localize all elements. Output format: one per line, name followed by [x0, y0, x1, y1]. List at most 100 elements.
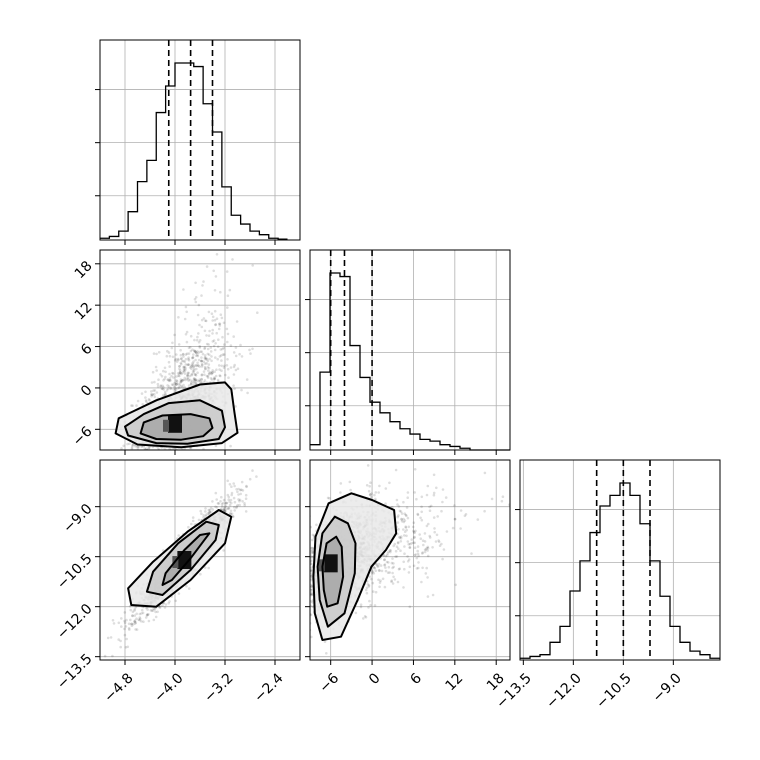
sample-point — [188, 374, 192, 378]
sample-point — [399, 510, 403, 513]
sample-point — [305, 621, 308, 624]
sample-point — [387, 561, 390, 564]
sample-point — [196, 364, 200, 368]
sample-point — [207, 369, 210, 372]
sample-point — [168, 466, 171, 469]
sample-point — [384, 569, 388, 573]
sample-point — [249, 352, 252, 355]
sample-point — [164, 370, 167, 374]
sample-point — [398, 509, 402, 513]
sample-point — [154, 615, 158, 619]
sample-point — [209, 346, 213, 349]
sample-point — [193, 378, 196, 382]
histogram-2 — [520, 482, 720, 659]
panel-content — [100, 460, 300, 660]
sample-point — [307, 577, 310, 580]
sample-point — [300, 609, 303, 612]
sample-point — [157, 446, 160, 450]
sample-point — [226, 340, 229, 344]
sample-point — [151, 450, 154, 453]
sample-point — [396, 503, 399, 506]
sample-point — [160, 451, 163, 454]
sample-point — [163, 366, 167, 370]
sample-point — [127, 627, 131, 630]
sample-point — [221, 505, 224, 508]
sample-point — [171, 383, 175, 387]
sample-point — [311, 551, 314, 554]
sample-point — [146, 608, 149, 611]
sample-point — [179, 380, 183, 383]
sample-point — [159, 373, 162, 376]
sample-point — [161, 384, 164, 388]
sample-point — [367, 606, 370, 609]
sample-point — [182, 365, 185, 369]
sample-point — [167, 462, 170, 465]
sample-point — [393, 542, 397, 546]
sample-point — [238, 352, 241, 356]
sample-point — [198, 345, 201, 348]
sample-point — [306, 643, 309, 646]
sample-point — [207, 310, 211, 314]
sample-point — [154, 365, 158, 369]
sample-point — [437, 540, 441, 544]
sample-point — [300, 589, 303, 592]
sample-point — [177, 382, 180, 386]
sample-point — [146, 613, 149, 617]
sample-point — [206, 512, 210, 515]
sample-point — [207, 372, 211, 375]
sample-point — [310, 590, 313, 594]
sample-point — [241, 489, 245, 492]
sample-point — [103, 654, 107, 658]
sample-point — [391, 582, 395, 585]
sample-point — [143, 528, 146, 531]
sample-point — [202, 456, 205, 459]
sample-point — [190, 363, 193, 367]
sample-point — [194, 300, 198, 304]
sample-point — [214, 374, 218, 378]
sample-point — [307, 599, 310, 602]
sample-point — [426, 549, 429, 552]
sample-point — [189, 346, 192, 349]
sample-point — [386, 571, 390, 574]
sample-point — [193, 349, 196, 352]
sample-point — [221, 501, 225, 505]
sample-point — [395, 555, 399, 558]
sample-point — [232, 365, 236, 369]
sample-point — [199, 509, 202, 513]
sample-point — [303, 560, 306, 563]
sample-point — [195, 367, 198, 371]
sample-point — [202, 317, 206, 320]
sample-point — [183, 369, 187, 372]
sample-point — [204, 356, 208, 360]
sample-point — [136, 455, 139, 458]
sample-point — [211, 332, 214, 335]
sample-point — [296, 625, 299, 628]
sample-point — [387, 565, 391, 569]
sample-point — [193, 378, 197, 381]
sample-point — [204, 358, 208, 361]
sample-point — [225, 364, 229, 367]
sample-point — [224, 502, 227, 505]
sample-point — [407, 542, 411, 546]
sample-point — [162, 369, 165, 373]
sample-point — [305, 593, 308, 596]
sample-point — [396, 541, 400, 544]
sample-point — [230, 501, 233, 505]
sample-point — [157, 351, 161, 354]
sample-point — [187, 352, 191, 355]
histogram-frame-1 — [309, 249, 511, 451]
sample-point — [168, 372, 171, 376]
sample-point — [152, 389, 155, 392]
sample-point — [196, 335, 199, 339]
sample-point — [213, 309, 217, 313]
sample-point — [420, 495, 424, 499]
sample-point — [244, 497, 248, 501]
sample-point — [155, 456, 158, 459]
sample-point — [239, 492, 242, 496]
sample-point — [167, 385, 171, 388]
sample-point — [164, 393, 167, 397]
sample-point — [214, 356, 217, 359]
sample-point — [216, 345, 220, 349]
sample-point — [239, 343, 242, 347]
sample-point — [219, 290, 222, 294]
